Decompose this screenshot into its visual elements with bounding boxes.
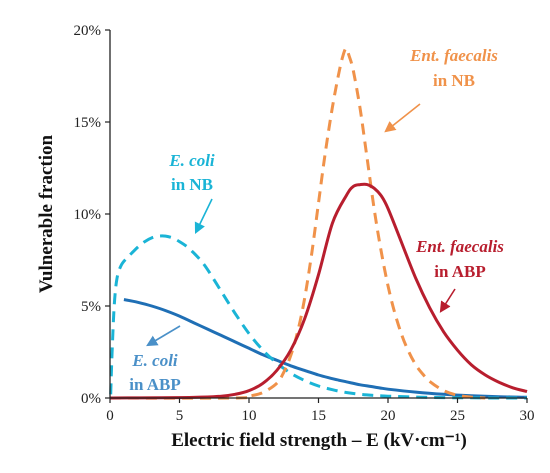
x-ticks: 0 5 10 15 20 25 30 bbox=[106, 398, 535, 424]
y-axis-title: Vulnerable fraction bbox=[36, 134, 57, 293]
annotation-species-ent-nb: Ent. faecalis bbox=[409, 46, 498, 65]
x-tick-label: 30 bbox=[520, 408, 535, 424]
x-tick-label: 5 bbox=[176, 408, 184, 424]
annotation-arrow-ecoli-abp bbox=[146, 325, 181, 347]
y-tick-label: 0% bbox=[81, 391, 101, 407]
annotation-medium-ent-abp: in ABP bbox=[434, 262, 486, 281]
x-tick-label: 15 bbox=[311, 408, 326, 424]
annotation-medium-ent-nb: in NB bbox=[433, 71, 475, 90]
x-tick-label: 20 bbox=[381, 408, 396, 424]
annotation-species-ecoli-abp: E. coli bbox=[131, 351, 178, 370]
annotation-arrow-ent-nb bbox=[384, 103, 421, 133]
x-axis-title: Electric field strength – E (kV·cm⁻¹) bbox=[171, 430, 467, 451]
y-ticks: 0% 5% 10% 15% 20% bbox=[74, 23, 110, 407]
series-line-ecoli-abp bbox=[123, 298, 528, 399]
x-tick-label: 25 bbox=[450, 408, 465, 424]
x-tick-label: 10 bbox=[242, 408, 257, 424]
chart-curves bbox=[109, 46, 528, 400]
annotation-medium-ecoli-abp: in ABP bbox=[129, 375, 181, 394]
x-tick-label: 0 bbox=[106, 408, 114, 424]
annotation-species-ent-abp: Ent. faecalis bbox=[415, 237, 504, 256]
annotation-arrow-ent-abp bbox=[439, 288, 456, 313]
y-tick-label: 5% bbox=[81, 299, 101, 315]
series-line-ent-abp bbox=[109, 182, 528, 400]
series-line-ent-nb bbox=[109, 46, 486, 400]
series-line-ecoli-nb bbox=[109, 234, 527, 400]
annotation-arrow-ecoli-nb bbox=[194, 198, 213, 235]
chart-annotations: E. coli in NB E. coli in ABP Ent. faecalis in… bbox=[129, 46, 504, 394]
annotation-medium-ecoli-nb: in NB bbox=[171, 175, 213, 194]
annotation-species-ecoli-nb: E. coli bbox=[168, 151, 215, 170]
y-tick-label: 20% bbox=[74, 23, 102, 39]
y-tick-label: 15% bbox=[74, 115, 102, 131]
y-tick-label: 10% bbox=[74, 207, 102, 223]
